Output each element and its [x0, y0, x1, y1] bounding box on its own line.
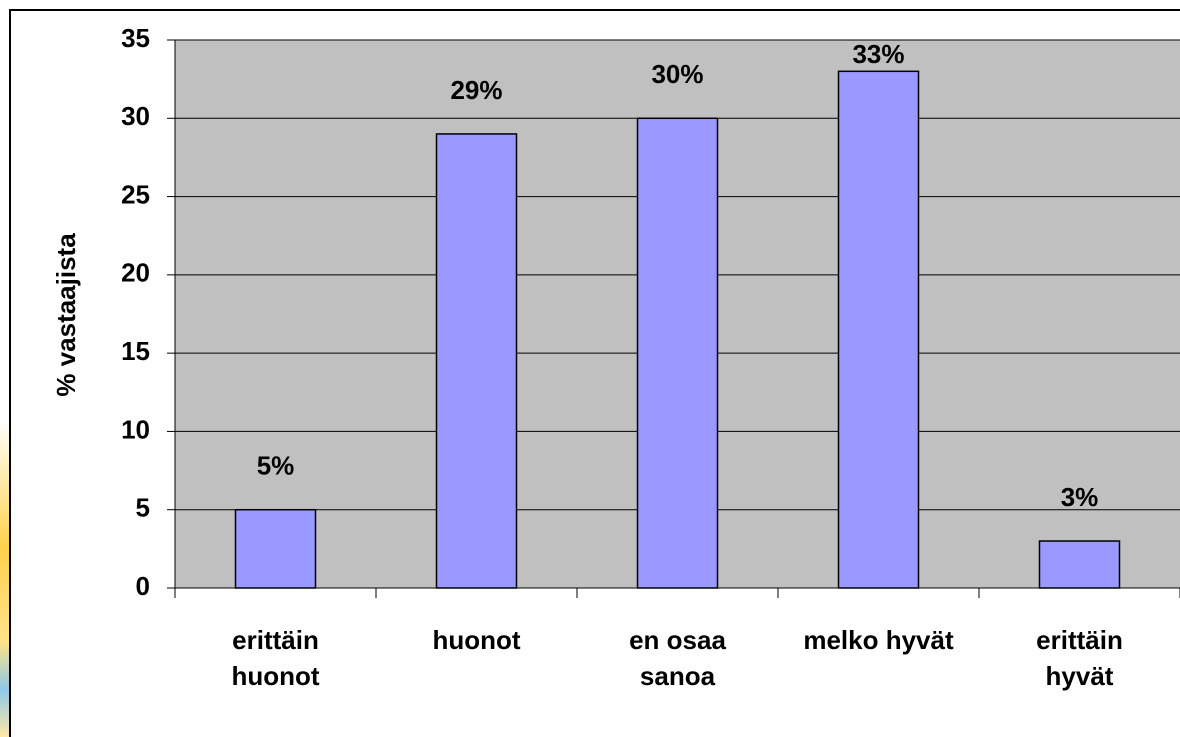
data-label: 29%	[450, 75, 502, 105]
y-tick-label: 30	[121, 101, 150, 131]
bar	[837, 70, 920, 589]
bar	[234, 508, 317, 589]
x-tick-label: erittäin hyvät	[1036, 625, 1123, 691]
bar	[435, 133, 518, 589]
data-label: 3%	[1061, 482, 1099, 512]
bar	[636, 117, 719, 589]
x-tick-label: melko hyvät	[803, 625, 954, 655]
x-tick-label: huonot	[432, 625, 521, 655]
x-tick-label: en osaa sanoa	[629, 625, 726, 691]
y-axis-label: % vastaajista	[51, 233, 81, 397]
data-label: 33%	[852, 39, 904, 69]
y-tick-label: 25	[121, 179, 150, 209]
data-label: 5%	[257, 451, 295, 481]
data-label: 30%	[651, 59, 703, 89]
y-tick-label: 5	[136, 493, 150, 523]
bar	[1038, 540, 1121, 589]
x-tick-label: erittäin huonot	[231, 625, 320, 691]
y-tick-label: 10	[121, 414, 150, 444]
y-tick-label: 20	[121, 258, 150, 288]
y-tick-label: 35	[121, 23, 150, 53]
y-tick-label: 0	[136, 571, 150, 601]
decoration	[0, 420, 10, 737]
y-tick-label: 15	[121, 336, 150, 366]
